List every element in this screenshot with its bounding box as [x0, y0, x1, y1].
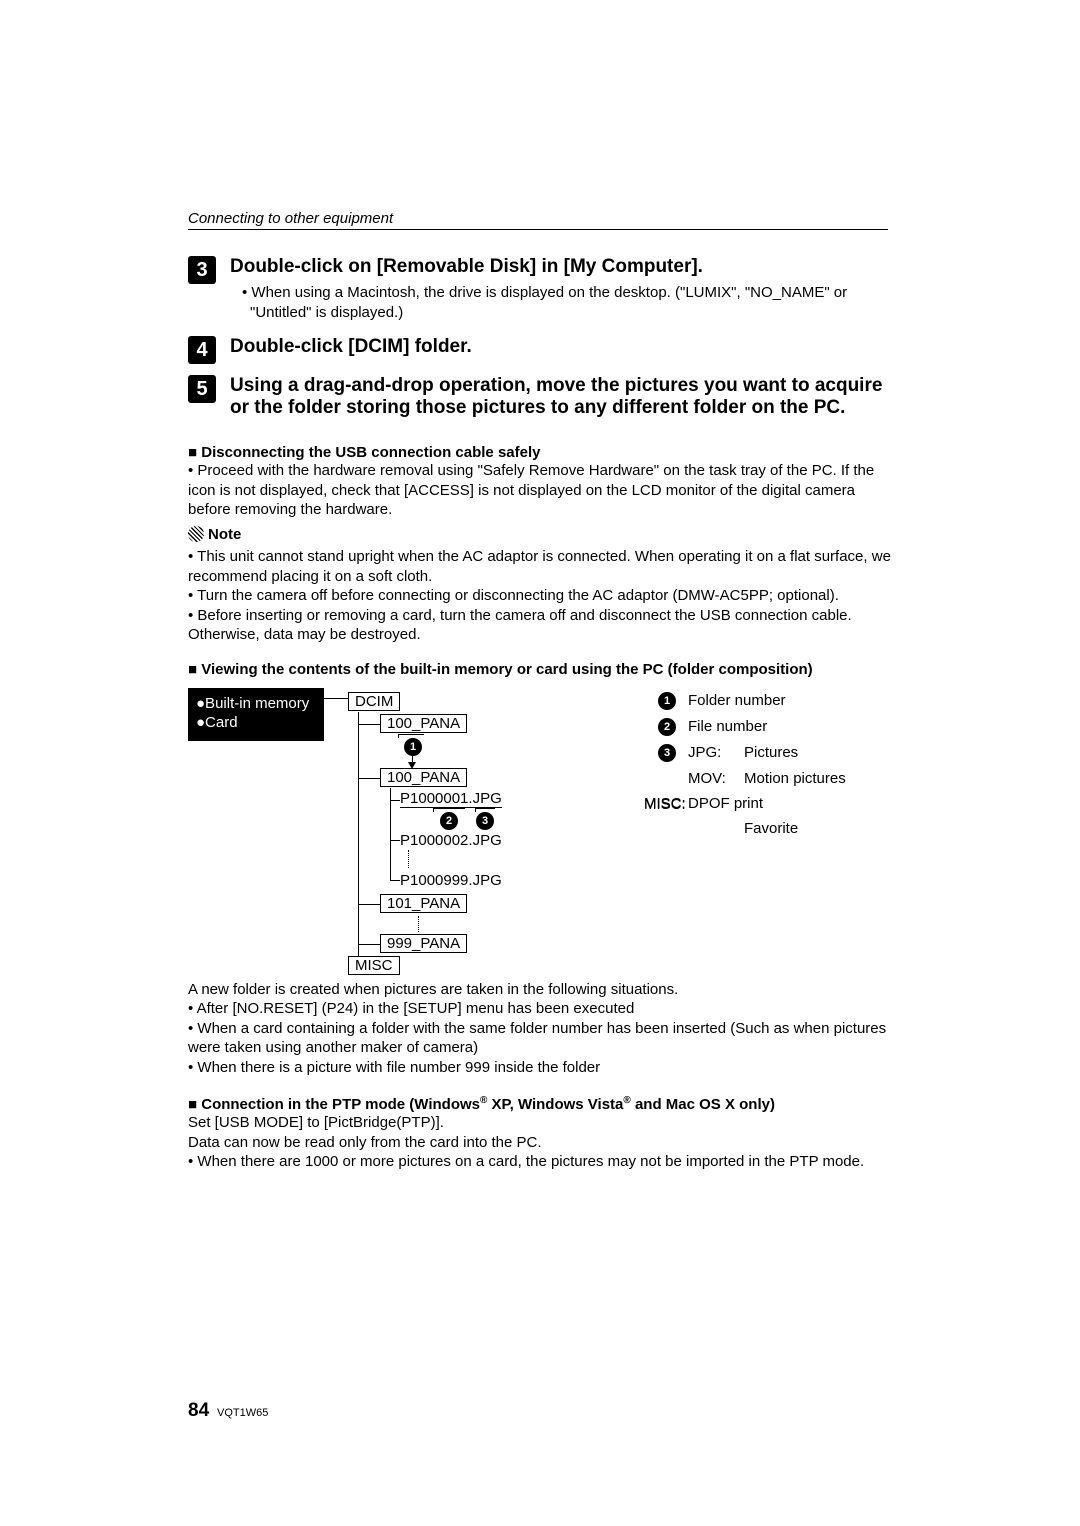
viewing-heading: Viewing the contents of the built-in mem… [188, 661, 900, 678]
doc-code: VQT1W65 [217, 1407, 268, 1419]
step4-heading: Double-click [DCIM] folder. [230, 336, 900, 358]
newfolder-b2: When a card containing a folder with the… [188, 1019, 900, 1058]
newfolder-b1: After [NO.RESET] (P24) in the [SETUP] me… [188, 999, 900, 1019]
newfolder-b3: When there is a picture with file number… [188, 1058, 900, 1078]
ptp-line1: Set [USB MODE] to [PictBridge(PTP)]. [188, 1113, 900, 1133]
step-5: 5 Using a drag-and-drop operation, move … [188, 375, 900, 419]
note-b3: Before inserting or removing a card, tur… [188, 606, 900, 645]
step5-heading: Using a drag-and-drop operation, move th… [230, 375, 900, 419]
legend-3a: JPG: [688, 744, 744, 762]
folder-101: 101_PANA [380, 894, 467, 913]
file2: P1000002.JPG [400, 832, 502, 849]
badge-3: 3 [476, 812, 494, 830]
memory-box: ●Built-in memory ●Card [188, 688, 324, 741]
note-b1: This unit cannot stand upright when the … [188, 547, 900, 586]
note-label-text: Note [208, 526, 241, 543]
note-label: Note [188, 526, 241, 543]
newfolder-intro: A new folder is created when pictures ar… [188, 980, 900, 1000]
legend-3b: Pictures [744, 744, 798, 762]
mem-l1: ●Built-in memory [196, 694, 316, 714]
file1-name: P1000001 [400, 790, 468, 808]
legend-4a: MOV: [688, 770, 744, 787]
legend-5b: DPOF print [688, 795, 763, 812]
page-footer: 84 VQT1W65 [188, 1400, 268, 1422]
mem-l2: ●Card [196, 713, 316, 733]
ptp-b1: When there are 1000 or more pictures on … [188, 1152, 900, 1172]
step-3: 3 Double-click on [Removable Disk] in [M… [188, 256, 900, 322]
misc-folder: MISC [348, 956, 400, 975]
step-badge-5: 5 [188, 375, 216, 403]
badge-2: 2 [440, 812, 458, 830]
ptp-heading: Connection in the PTP mode (Windows® XP,… [188, 1095, 900, 1113]
folder-diagram: ●Built-in memory ●Card DCIM 100_PANA 1 1… [188, 688, 900, 968]
step-4: 4 Double-click [DCIM] folder. [188, 336, 900, 358]
dcim-folder: DCIM [348, 692, 400, 711]
disconnect-heading: Disconnecting the USB connection cable s… [188, 444, 900, 461]
folder-100a: 100_PANA [380, 714, 467, 733]
legend-6b: Favorite [744, 820, 798, 837]
running-header: Connecting to other equipment [188, 210, 888, 230]
file999: P1000999.JPG [400, 872, 502, 889]
legend-4b: Motion pictures [744, 770, 846, 787]
step-badge-3: 3 [188, 256, 216, 284]
ptp-line2: Data can now be read only from the card … [188, 1133, 900, 1153]
disconnect-text: Proceed with the hardware removal using … [188, 461, 900, 520]
legend-2: File number [688, 718, 767, 736]
note-b2: Turn the camera off before connecting or… [188, 586, 900, 606]
step-badge-4: 4 [188, 336, 216, 364]
page-root: Connecting to other equipment 3 Double-c… [0, 0, 1080, 1526]
badge-1a: 1 [404, 738, 422, 756]
folder-100b: 100_PANA [380, 768, 467, 787]
page-number: 84 [188, 1400, 209, 1421]
legend-misc: MISC: [644, 796, 686, 813]
diagram-legend: 1Folder number 2File number 3JPG:Picture… [658, 692, 846, 845]
step3-sub: • When using a Macintosh, the drive is d… [242, 283, 900, 322]
step3-heading: Double-click on [Removable Disk] in [My … [230, 256, 900, 278]
folder-999: 999_PANA [380, 934, 467, 953]
note-icon [188, 526, 204, 542]
legend-1: Folder number [688, 692, 786, 710]
file1-ext: .JPG [468, 790, 501, 808]
